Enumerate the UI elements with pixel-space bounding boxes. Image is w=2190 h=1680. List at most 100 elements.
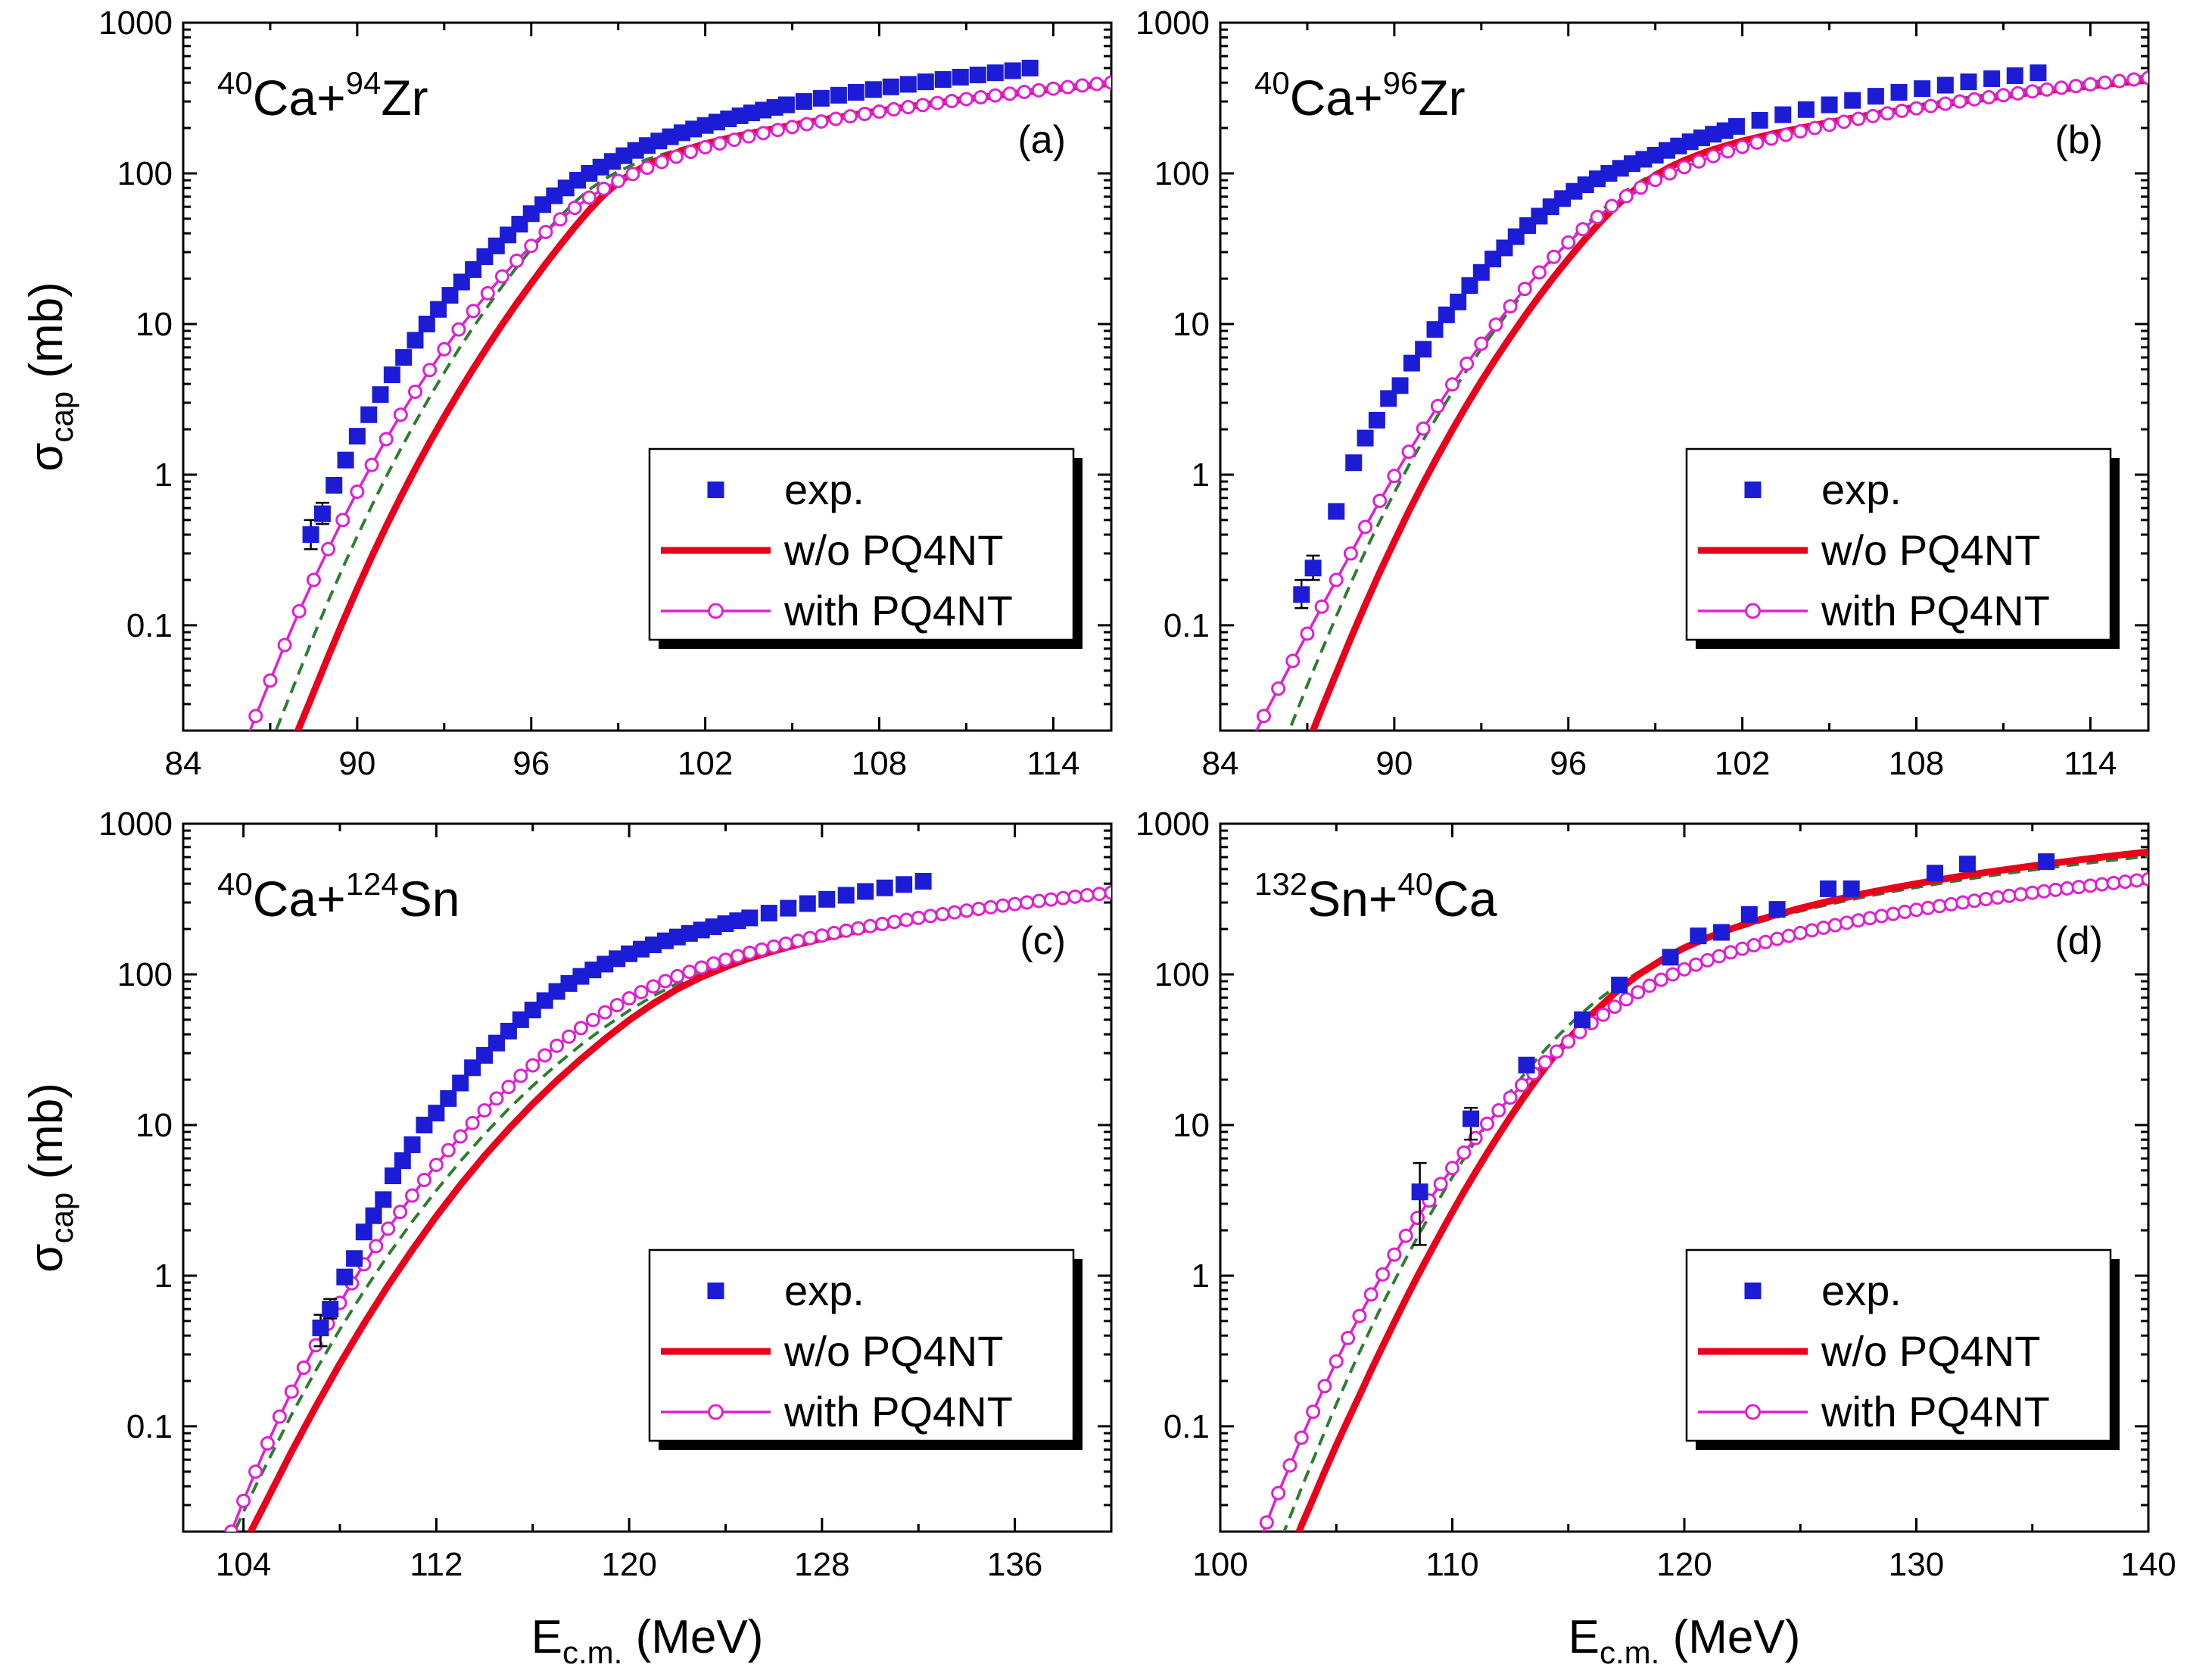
with-pq4nt-point	[393, 1205, 408, 1220]
with-pq4nt-point	[466, 304, 481, 319]
exp-point	[760, 905, 777, 922]
with-pq4nt-point	[509, 253, 525, 268]
exp-point	[1662, 949, 1679, 966]
with-pq4nt-point	[1317, 1379, 1332, 1394]
with-pq4nt-point	[683, 145, 698, 160]
with-pq4nt-point	[441, 1142, 456, 1158]
with-pq4nt-point	[1921, 900, 1936, 915]
with-pq4nt-point	[1468, 1130, 1483, 1145]
with-pq4nt-point	[1075, 78, 1090, 93]
with-pq4nt-point	[1410, 1211, 1425, 1226]
legend-with-marker	[1745, 603, 1761, 619]
exp-point	[452, 1074, 469, 1092]
exp-point	[403, 1136, 421, 1153]
with-pq4nt-point	[778, 936, 793, 951]
legend-entry: w/o PQ4NT	[783, 526, 1003, 574]
with-pq4nt-point	[306, 572, 321, 588]
with-pq4nt-point	[585, 1012, 600, 1027]
with-pq4nt-point	[538, 224, 553, 239]
with-pq4nt-point	[1433, 1177, 1448, 1192]
plot-frame	[1219, 21, 2150, 732]
x-tick-label: 84	[1202, 745, 1239, 782]
exp-point	[1411, 1183, 1428, 1201]
panel-tag: (b)	[2054, 118, 2103, 162]
with-pq4nt-point	[947, 905, 962, 920]
exp-point	[1936, 76, 1954, 94]
exp-point	[882, 78, 899, 95]
exp-point	[1713, 924, 1731, 941]
with-pq4nt-point	[393, 407, 408, 422]
with-pq4nt-point	[2011, 86, 2026, 101]
with-pq4nt-point	[2095, 877, 2110, 892]
exp-point	[312, 1319, 329, 1336]
with-pq4nt-point	[1967, 893, 1982, 909]
with-pq4nt-point	[1363, 1287, 1378, 1302]
x-tick-label: 140	[2120, 1546, 2176, 1583]
legend-exp-marker	[707, 482, 724, 498]
with-pq4nt-point	[694, 960, 709, 975]
exp-point	[1438, 306, 1455, 323]
with-pq4nt-point	[1978, 892, 1993, 907]
exp-point	[818, 890, 836, 908]
with-pq4nt-point	[1634, 180, 1649, 195]
x-tick-label: 84	[165, 745, 202, 782]
x-tick-label: 104	[216, 1546, 271, 1583]
legend-with-marker	[708, 603, 724, 619]
with-pq4nt-point	[1886, 906, 1901, 921]
with-pq4nt-point	[1735, 139, 1750, 154]
exp-point	[857, 883, 874, 900]
with-pq4nt-point	[2126, 72, 2142, 87]
with-pq4nt-point	[381, 1221, 396, 1236]
y-tick-label: 1	[1192, 1258, 1210, 1295]
x-tick-label: 100	[1192, 1546, 1248, 1583]
with-pq4nt-point	[1343, 546, 1358, 561]
x-tick-label: 102	[1715, 745, 1770, 782]
x-tick-label: 108	[852, 745, 907, 782]
exp-point	[1345, 454, 1363, 472]
with-pq4nt-point	[1793, 925, 1808, 940]
legend-entry: w/o PQ4NT	[783, 1327, 1003, 1375]
with-pq4nt-point	[712, 136, 727, 151]
with-pq4nt-point	[562, 1029, 577, 1044]
with-pq4nt-point	[799, 117, 815, 132]
legend-with-marker	[708, 1404, 724, 1420]
with-pq4nt-point	[2048, 882, 2063, 897]
with-pq4nt-point	[1352, 1308, 1367, 1323]
with-pq4nt-point	[1017, 84, 1032, 99]
panel-tag: (c)	[1020, 919, 1066, 963]
with-pq4nt-point	[827, 925, 842, 940]
legend-entry: with PQ4NT	[1821, 1388, 2050, 1435]
exp-point	[795, 93, 812, 111]
legend-exp-marker	[707, 1283, 724, 1299]
exp-point	[440, 1089, 457, 1107]
exp-point	[899, 76, 917, 93]
with-pq4nt-point	[770, 123, 785, 138]
x-tick-label: 130	[1889, 1546, 1944, 1583]
exp-point	[1820, 880, 1837, 897]
with-pq4nt-point	[1653, 972, 1668, 987]
with-pq4nt-point	[1952, 94, 1967, 109]
with-pq4nt-point	[1924, 98, 1939, 114]
with-pq4nt-point	[2068, 79, 2083, 94]
with-pq4nt-point	[489, 1091, 504, 1106]
with-pq4nt-point	[1306, 1404, 1321, 1420]
legend-entry: w/o PQ4NT	[1821, 526, 2040, 574]
with-pq4nt-point	[1665, 967, 1681, 982]
with-pq4nt-point	[597, 181, 612, 196]
with-pq4nt-point	[1067, 889, 1083, 904]
y-tick-label: 1000	[98, 5, 173, 42]
with-pq4nt-point	[1677, 962, 1692, 977]
exp-point	[986, 64, 1004, 82]
with-pq4nt-point	[1401, 444, 1416, 460]
with-pq4nt-point	[1894, 103, 1909, 118]
exp-point	[1960, 73, 1977, 91]
exp-point	[1774, 106, 1792, 123]
panel-a: 84 90 96 102 108 114 0.1 1 10 100 1000 σcap (mb) 40C…	[20, 5, 1113, 782]
exp-point	[1727, 117, 1745, 135]
with-pq4nt-point	[1008, 896, 1023, 912]
exp-point	[394, 1152, 411, 1170]
with-pq4nt-point	[1474, 336, 1489, 351]
with-pq4nt-point	[378, 432, 394, 447]
with-pq4nt-point	[668, 149, 684, 164]
x-tick-label: 120	[1656, 1546, 1712, 1583]
